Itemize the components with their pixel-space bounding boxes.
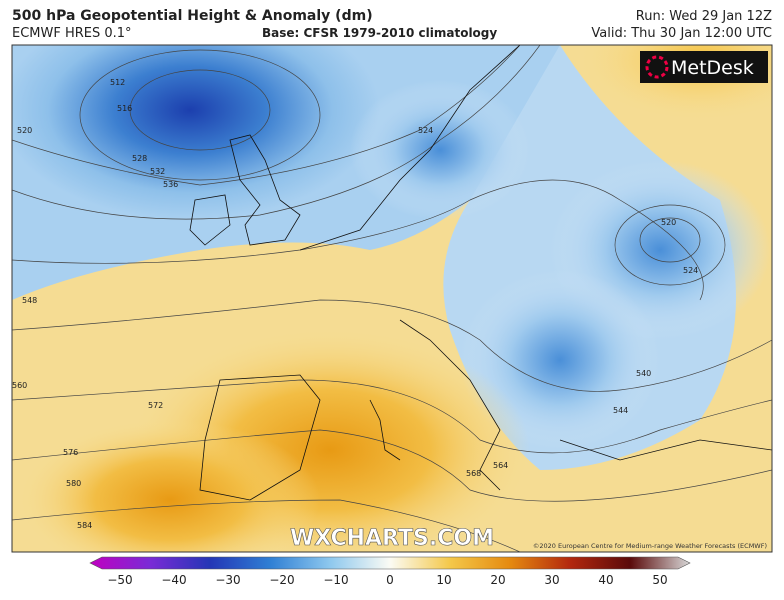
contour-label: 584	[77, 521, 92, 530]
trough-scandinavia	[350, 80, 530, 220]
contour-label: 512	[110, 78, 125, 87]
colorbar-tick-label: 0	[386, 573, 394, 587]
contour-label: 564	[493, 461, 508, 470]
colorbar-tick-label: −40	[161, 573, 186, 587]
contour-label: 576	[63, 448, 78, 457]
colorbar-tick-label: −20	[269, 573, 294, 587]
contour-label: 540	[636, 369, 651, 378]
colorbar-tick-label: −50	[107, 573, 132, 587]
logo: MetDesk	[640, 51, 768, 83]
colorbar-tick-label: 40	[598, 573, 613, 587]
colorbar-tick-label: 30	[544, 573, 559, 587]
logo-text: MetDesk	[671, 57, 754, 79]
low-atlantic	[12, 45, 380, 220]
contour-label: 580	[66, 479, 81, 488]
colorbar-tick-label: −30	[215, 573, 240, 587]
colorbar: −50 −40 −30 −20 −10 0 10 20 30 40 50	[89, 556, 691, 587]
contour-label: 536	[163, 180, 178, 189]
map-frame	[11, 44, 773, 553]
contour-label: 568	[466, 469, 481, 478]
contour-label: 524	[418, 126, 433, 135]
contour-label: 544	[613, 406, 628, 415]
contour-label: 524	[683, 266, 698, 275]
watermark: WXCHARTS.COM	[290, 526, 494, 551]
run: Run: Wed 29 Jan 12Z	[635, 9, 772, 24]
colorbar-tick-label: −10	[323, 573, 348, 587]
valid: Valid: Thu 30 Jan 12:00 UTC	[591, 26, 772, 41]
contour-label: 520	[661, 218, 676, 227]
colorbar-tick-label: 10	[436, 573, 451, 587]
base: Base: CFSR 1979-2010 climatology	[262, 26, 498, 40]
colorbar-tick-label: 20	[490, 573, 505, 587]
copyright: ©2020 European Centre for Medium-range W…	[533, 542, 767, 550]
coastlines	[189, 45, 772, 501]
contour-label: 560	[12, 381, 27, 390]
contour-label: 548	[22, 296, 37, 305]
contour-label: 516	[117, 104, 132, 113]
contour-label: 528	[132, 154, 147, 163]
contour-label: 572	[148, 401, 163, 410]
title: 500 hPa Geopotential Height & Anomaly (d…	[12, 8, 373, 24]
model: ECMWF HRES 0.1°	[12, 26, 132, 41]
ridge-iberia	[20, 420, 320, 552]
colorbar-tick-label: 50	[652, 573, 667, 587]
contour-label: 520	[17, 126, 32, 135]
contour-label: 532	[150, 167, 165, 176]
